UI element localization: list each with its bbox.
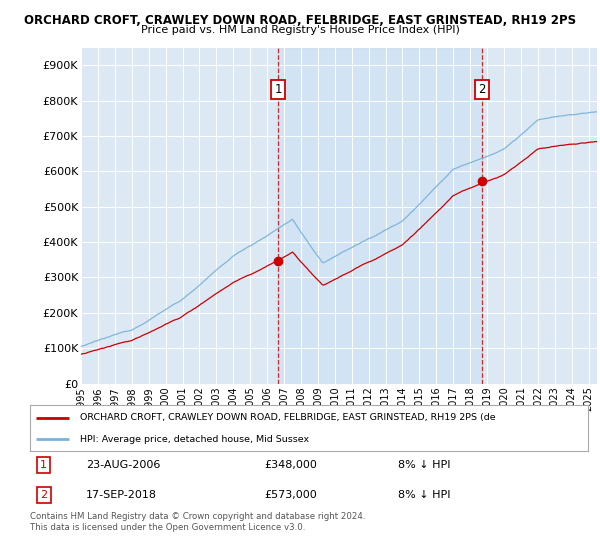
Text: ORCHARD CROFT, CRAWLEY DOWN ROAD, FELBRIDGE, EAST GRINSTEAD, RH19 2PS: ORCHARD CROFT, CRAWLEY DOWN ROAD, FELBRI… xyxy=(24,14,576,27)
Text: 2: 2 xyxy=(478,83,486,96)
Text: 23-AUG-2006: 23-AUG-2006 xyxy=(86,460,160,470)
Text: 8% ↓ HPI: 8% ↓ HPI xyxy=(398,460,451,470)
Text: Contains HM Land Registry data © Crown copyright and database right 2024.
This d: Contains HM Land Registry data © Crown c… xyxy=(30,512,365,532)
Text: 8% ↓ HPI: 8% ↓ HPI xyxy=(398,490,451,500)
Text: 1: 1 xyxy=(274,83,282,96)
Text: 2: 2 xyxy=(40,490,47,500)
Text: 1: 1 xyxy=(40,460,47,470)
Text: £573,000: £573,000 xyxy=(265,490,317,500)
Text: ORCHARD CROFT, CRAWLEY DOWN ROAD, FELBRIDGE, EAST GRINSTEAD, RH19 2PS (de: ORCHARD CROFT, CRAWLEY DOWN ROAD, FELBRI… xyxy=(80,413,496,422)
Text: £348,000: £348,000 xyxy=(265,460,317,470)
Text: Price paid vs. HM Land Registry's House Price Index (HPI): Price paid vs. HM Land Registry's House … xyxy=(140,25,460,35)
Bar xyxy=(278,48,482,384)
Text: 17-SEP-2018: 17-SEP-2018 xyxy=(86,490,157,500)
Text: HPI: Average price, detached house, Mid Sussex: HPI: Average price, detached house, Mid … xyxy=(80,435,310,444)
